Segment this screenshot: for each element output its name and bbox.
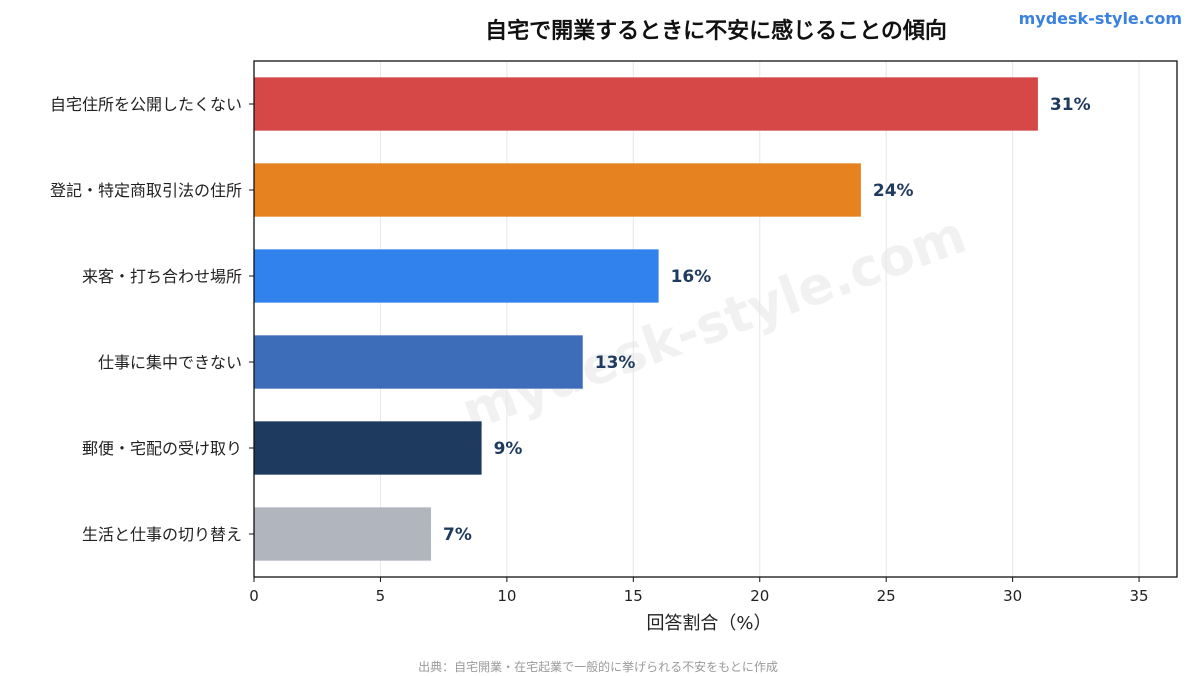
bar-value-label: 31%	[1050, 95, 1091, 115]
plot-frame	[253, 60, 1178, 578]
x-tick-label: 20	[750, 587, 769, 605]
gridlines	[379, 61, 1140, 577]
bar	[254, 335, 583, 389]
x-axis: 0 5 10 15 20 25 30 35 自宅住所を公開したくない登記・特定商取引法の住所来客…	[50, 95, 1149, 605]
chart-title: 自宅で開業するときに不安に感じることの傾向	[485, 18, 947, 44]
bar-value-label: 24%	[873, 181, 914, 201]
category-label: 登記・特定商取引法の住所	[50, 181, 242, 200]
category-label: 来客・打ち合わせ場所	[82, 267, 242, 286]
x-tick-label: 25	[877, 587, 896, 605]
bar-value-label: 9%	[494, 439, 523, 459]
x-axis-title: 回答割合（%）	[646, 613, 771, 634]
category-label: 生活と仕事の切り替え	[82, 525, 242, 544]
bar	[254, 249, 659, 303]
brand-logo-text: mydesk-style.com	[1019, 9, 1182, 28]
watermark: mydesk-style.com	[454, 205, 973, 443]
bars: 31% 24% 16% 13% 9% 7%	[254, 77, 1091, 561]
bar-value-label: 16%	[671, 267, 712, 287]
x-tick-label: 5	[376, 587, 386, 605]
x-tick-label: 30	[1003, 587, 1022, 605]
bar-value-label: 13%	[595, 353, 636, 373]
source-note: 出典：自宅開業・在宅起業で一般的に挙げられる不安をもとに作成	[418, 659, 778, 674]
bar	[254, 421, 482, 475]
bar	[254, 77, 1038, 131]
category-label: 仕事に集中できない	[98, 353, 242, 372]
bar	[254, 507, 432, 561]
category-label: 郵便・宅配の受け取り	[82, 439, 242, 458]
x-tick-label: 0	[249, 587, 259, 605]
x-tick-label: 35	[1130, 587, 1149, 605]
x-tick-label: 10	[497, 587, 516, 605]
category-label: 自宅住所を公開したくない	[50, 95, 242, 114]
x-tick-label: 15	[624, 587, 643, 605]
bar	[254, 163, 861, 217]
bar-value-label: 7%	[443, 525, 472, 545]
